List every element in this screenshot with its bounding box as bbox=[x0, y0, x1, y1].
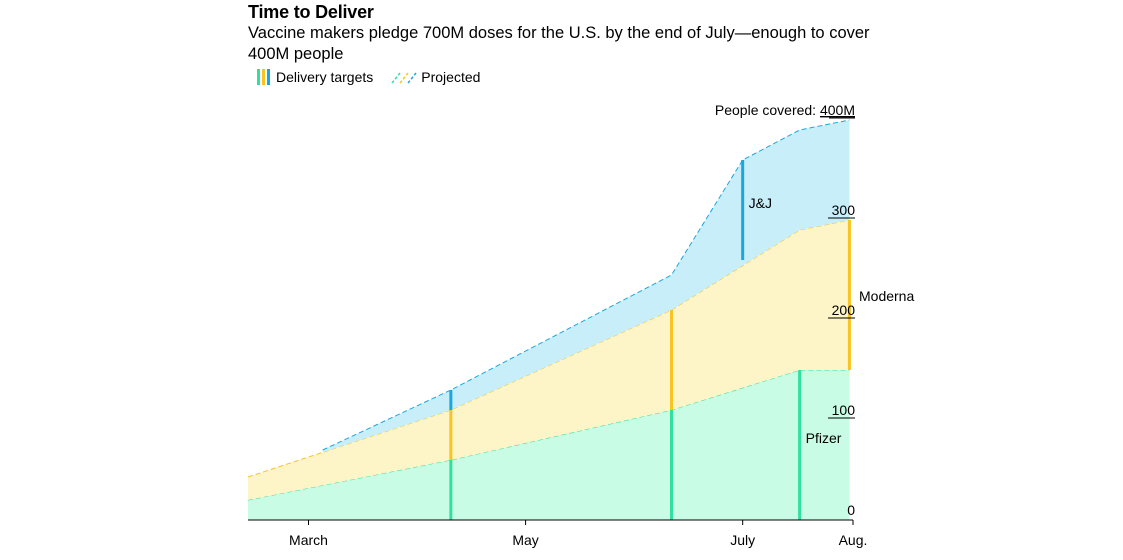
pfizer-area bbox=[248, 370, 850, 520]
x-tick-label: May bbox=[512, 532, 538, 548]
chart-subtitle: Vaccine makers pledge 700M doses for the… bbox=[248, 24, 870, 63]
x-tick-label: March bbox=[289, 532, 328, 548]
moderna-area bbox=[248, 220, 850, 500]
projected-swatch-icon bbox=[391, 72, 417, 84]
legend-projected: Projected bbox=[391, 69, 480, 85]
legend: Delivery targets Projected bbox=[256, 69, 498, 85]
area-layer bbox=[247, 119, 850, 520]
legend-delivery-targets-label: Delivery targets bbox=[276, 69, 374, 85]
y-tick-label: 100 bbox=[832, 402, 856, 418]
y-tick-label: 300 bbox=[832, 202, 856, 218]
series-annotation-label: J&J bbox=[749, 195, 772, 211]
legend-delivery-targets: Delivery targets bbox=[256, 69, 373, 85]
jj-projected-line bbox=[322, 119, 850, 451]
y-tick-label-400: 400M bbox=[820, 102, 855, 118]
x-tick-label: Aug. bbox=[839, 532, 868, 548]
series-annotation-label: Moderna bbox=[859, 288, 914, 304]
chart-title: Time to Deliver bbox=[248, 2, 374, 22]
y-axis-prefix: People covered: bbox=[715, 102, 820, 118]
x-tick-label: July bbox=[730, 532, 755, 548]
legend-projected-label: Projected bbox=[421, 69, 481, 85]
axes-layer: March May July Aug. 0 100 200 300 People covered… bbox=[248, 102, 867, 548]
y-tick-label: 200 bbox=[832, 302, 856, 318]
annotations-layer: J&J Moderna Pfizer bbox=[749, 195, 915, 446]
y-axis-people-covered-label: People covered: 400M bbox=[715, 102, 855, 118]
jj-area bbox=[322, 120, 850, 453]
delivery-targets-swatch-icon bbox=[257, 69, 270, 85]
delivery-targets-layer bbox=[449, 160, 851, 520]
y-tick-label: 0 bbox=[847, 502, 855, 518]
series-annotation-label: Pfizer bbox=[806, 430, 842, 446]
